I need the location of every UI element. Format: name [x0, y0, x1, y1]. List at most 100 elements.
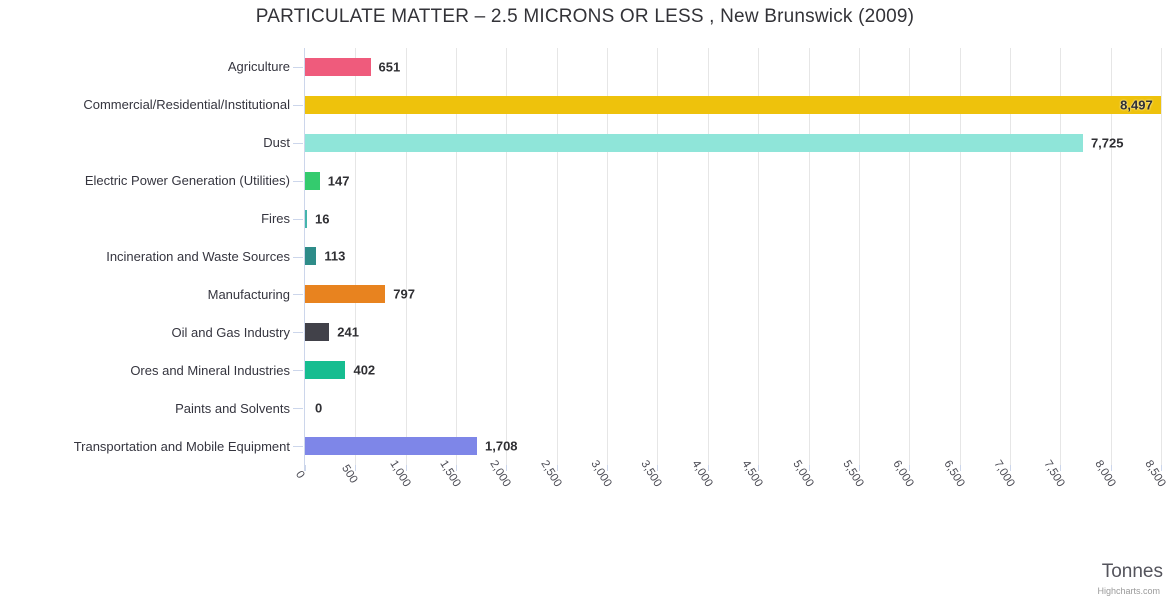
- bar-row: 113: [305, 238, 1161, 276]
- category-tick: [293, 370, 303, 372]
- x-tick-mark: [1161, 465, 1162, 471]
- highcharts-credit[interactable]: Highcharts.com: [1097, 586, 1160, 596]
- x-tick-mark: [607, 465, 609, 471]
- plot-area: 651 8,497 7,725 147 16 113 797 241 402 0 1,708: [305, 48, 1162, 471]
- category-label: Oil and Gas Industry: [171, 324, 291, 340]
- gridline: [959, 48, 961, 465]
- bar-row: 402: [305, 351, 1161, 389]
- value-label: 7,725: [1090, 135, 1124, 151]
- bar-fires[interactable]: [305, 209, 307, 228]
- category-label: Ores and Mineral Industries: [130, 362, 290, 378]
- category-label: Electric Power Generation (Utilities): [84, 173, 290, 189]
- bar-commercial-residential-institutional[interactable]: [305, 95, 1161, 114]
- x-tick-mark: [405, 465, 407, 471]
- category-axis-line: [304, 48, 305, 471]
- category-label: Paints and Solvents: [175, 400, 290, 416]
- gridline: [1009, 48, 1011, 465]
- gridline: [657, 48, 659, 465]
- value-label: 402: [353, 362, 376, 378]
- gridline: [556, 48, 558, 465]
- gridline: [858, 48, 860, 465]
- category-tick: [293, 408, 303, 410]
- category-label: Incineration and Waste Sources: [106, 248, 290, 264]
- gridline: [1161, 48, 1162, 465]
- value-label: 1,708: [485, 438, 518, 454]
- x-tick-mark: [657, 465, 659, 471]
- x-tick-mark: [556, 465, 558, 471]
- bar-row: 651: [305, 48, 1161, 86]
- x-tick-mark: [909, 465, 911, 471]
- gridline: [1060, 48, 1062, 465]
- category-tick: [293, 218, 303, 220]
- x-tick-mark: [707, 465, 709, 471]
- x-tick-mark: [1009, 465, 1011, 471]
- gridline: [909, 48, 911, 465]
- category-label: Transportation and Mobile Equipment: [73, 438, 290, 454]
- bar-transportation-and-mobile-equipment[interactable]: [305, 437, 477, 456]
- gridline: [1110, 48, 1112, 465]
- x-tick-mark: [1110, 465, 1112, 471]
- bar-row: 16: [305, 200, 1161, 238]
- gridline: [707, 48, 709, 465]
- bar-row: 241: [305, 313, 1161, 351]
- x-tick-mark: [456, 465, 458, 471]
- category-label: Manufacturing: [207, 286, 290, 302]
- category-tick: [293, 446, 303, 448]
- category-tick: [293, 180, 303, 182]
- value-label: 651: [378, 59, 401, 75]
- category-tick: [293, 332, 303, 334]
- x-axis-title: Tonnes: [1101, 561, 1163, 582]
- category-tick: [293, 104, 303, 106]
- gridline: [355, 48, 357, 465]
- category-label: Agriculture: [227, 59, 290, 75]
- bar-electric-power-generation-utilities-[interactable]: [305, 171, 320, 190]
- value-label: 113: [324, 248, 346, 264]
- x-tick-mark: [506, 465, 508, 471]
- bar-dust[interactable]: [305, 133, 1083, 152]
- bar-incineration-and-waste-sources[interactable]: [305, 247, 317, 266]
- bar-row: 7,725: [305, 124, 1161, 162]
- bar-row: 1,708: [305, 427, 1161, 465]
- x-tick-label: 500: [339, 462, 360, 486]
- gridline: [758, 48, 760, 465]
- value-label: 8,497: [1120, 97, 1153, 113]
- bar-manufacturing[interactable]: [305, 285, 386, 304]
- category-tick: [293, 142, 303, 144]
- value-label: 0: [315, 400, 323, 416]
- category-tick: [293, 66, 303, 68]
- chart-title: PARTICULATE MATTER – 2.5 MICRONS OR LESS…: [255, 6, 915, 27]
- category-tick: [293, 256, 303, 258]
- value-label: 797: [393, 286, 415, 302]
- bar-oil-and-gas-industry[interactable]: [305, 323, 330, 342]
- value-label: 147: [327, 173, 350, 189]
- x-tick-mark: [808, 465, 810, 471]
- category-label: Fires: [261, 211, 290, 227]
- x-tick-mark: [959, 465, 961, 471]
- x-tick-label: 0: [292, 468, 307, 481]
- bar-row: 8,497: [305, 86, 1161, 124]
- x-tick-mark: [305, 465, 306, 471]
- category-axis: Agriculture Commercial/Residential/Instit…: [0, 48, 290, 465]
- gridline: [808, 48, 810, 465]
- value-label: 16: [315, 211, 330, 227]
- bar-row: 147: [305, 162, 1161, 200]
- x-tick-mark: [355, 465, 357, 471]
- x-tick-mark: [758, 465, 760, 471]
- bar-ores-and-mineral-industries[interactable]: [305, 361, 346, 380]
- category-label: Commercial/Residential/Institutional: [83, 97, 290, 113]
- x-tick-mark: [858, 465, 860, 471]
- bar-agriculture[interactable]: [305, 57, 371, 76]
- gridline: [456, 48, 458, 465]
- gridline: [506, 48, 508, 465]
- bar-row: 797: [305, 275, 1161, 313]
- bar-row: 0: [305, 389, 1161, 427]
- category-label: Dust: [263, 135, 290, 151]
- x-axis-labels: 0 500 1,000 1,500 2,000 2,500 3,000 3,500 4,000 4…: [293, 458, 1170, 547]
- value-label: 241: [337, 324, 359, 340]
- x-tick-mark: [1060, 465, 1062, 471]
- gridline: [405, 48, 407, 465]
- category-tick-marks: [293, 48, 303, 465]
- x-tick-label: 8,500: [1142, 458, 1168, 490]
- category-tick: [293, 294, 303, 296]
